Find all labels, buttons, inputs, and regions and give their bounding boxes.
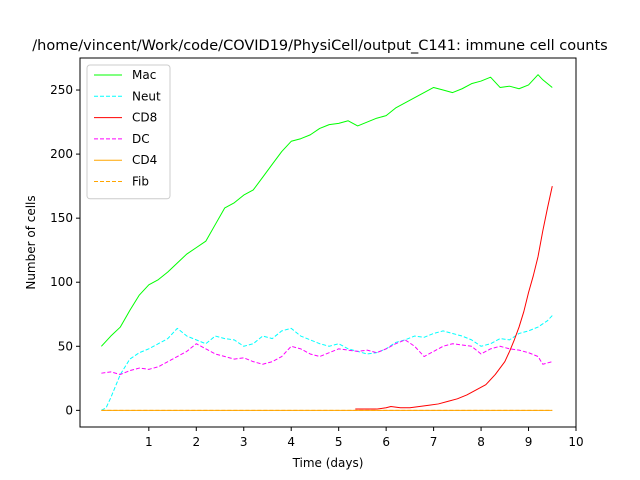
y-tick-label: 100	[50, 275, 73, 289]
legend-label-neut: Neut	[132, 89, 161, 103]
legend-label-cd4: CD4	[132, 153, 157, 167]
legend-label-mac: Mac	[132, 68, 156, 82]
y-axis-label: Number of cells	[24, 195, 38, 289]
y-tick-label: 150	[50, 211, 73, 225]
y-axis: 0 50 100 150 200 250	[50, 83, 80, 417]
x-axis-label: Time (days)	[292, 456, 364, 470]
plot-area	[100, 74, 553, 411]
y-tick-label: 200	[50, 147, 73, 161]
x-tick-label: 5	[335, 435, 343, 449]
legend-label-cd8: CD8	[132, 111, 157, 125]
x-tick-label: 9	[525, 435, 533, 449]
x-tick-label: 3	[240, 435, 248, 449]
legend-box	[86, 64, 171, 200]
y-tick-label: 50	[58, 339, 73, 353]
series-cd8-line	[355, 186, 553, 410]
legend: Mac Neut CD8 DC CD4 Fib	[86, 64, 171, 200]
axes-frame	[79, 57, 577, 428]
legend-label-dc: DC	[132, 132, 150, 146]
y-tick-label: 0	[65, 403, 73, 417]
series-mac-line	[100, 74, 553, 347]
x-tick-label: 1	[145, 435, 153, 449]
series-dc-line	[101, 339, 553, 375]
x-tick-label: 4	[287, 435, 295, 449]
legend-label-fib: Fib	[132, 175, 149, 189]
x-tick-label: 8	[477, 435, 485, 449]
x-axis: 1 2 3 4 5 6 7 8 9 10	[145, 427, 584, 449]
series-neut-line	[101, 315, 553, 411]
chart-title: /home/vincent/Work/code/COVID19/PhysiCel…	[32, 38, 607, 54]
x-tick-label: 10	[568, 435, 583, 449]
y-tick-label: 250	[50, 83, 73, 97]
x-tick-label: 6	[382, 435, 390, 449]
x-tick-label: 7	[430, 435, 438, 449]
x-tick-label: 2	[192, 435, 200, 449]
